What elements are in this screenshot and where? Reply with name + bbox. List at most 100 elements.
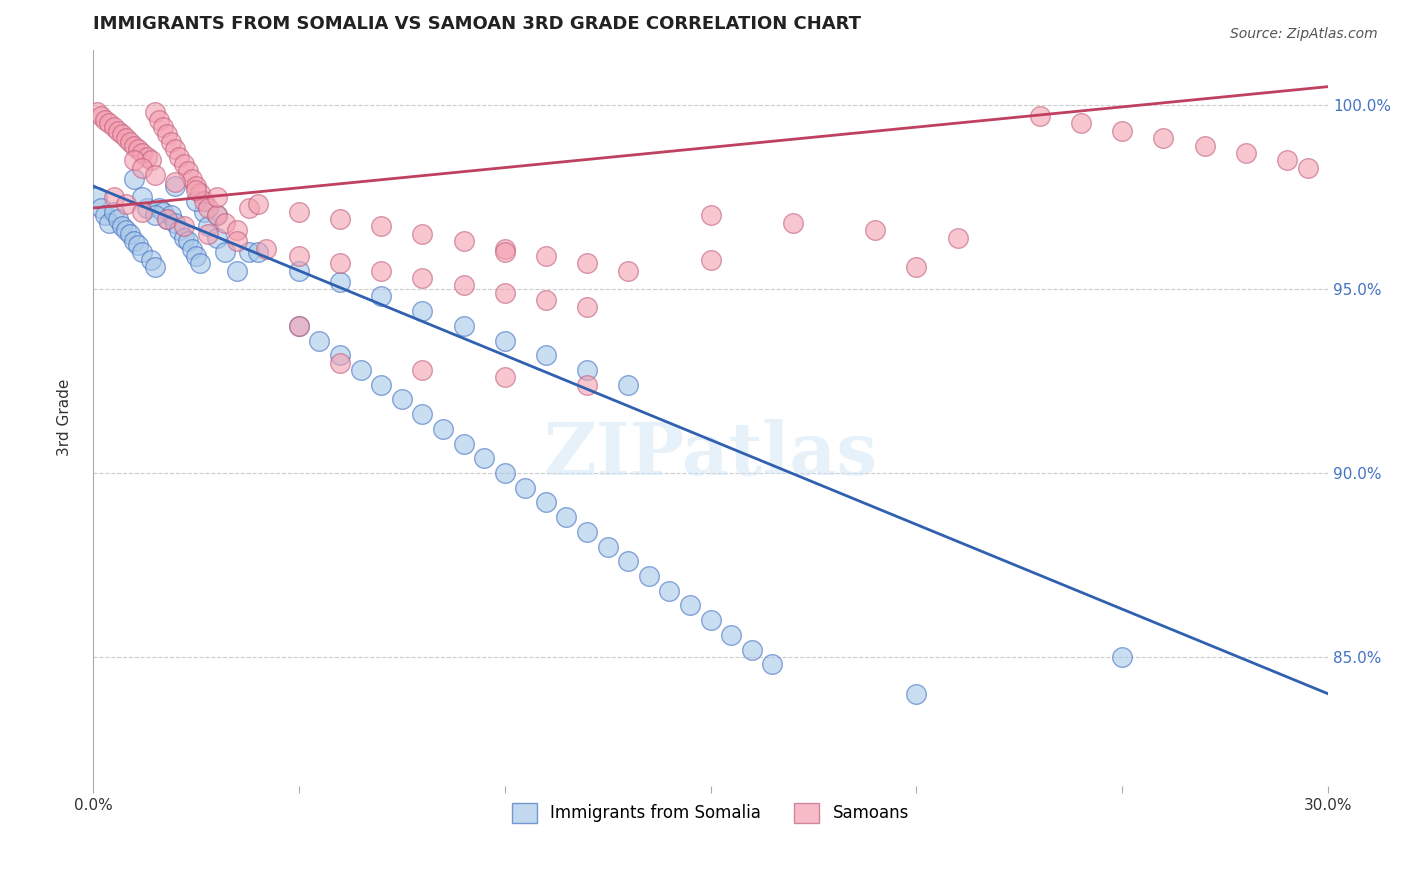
Point: [94, 209, 117, 223]
Point: [197, 201, 219, 215]
Point: [115, 197, 138, 211]
Point: [122, 153, 145, 168]
Point: [156, 212, 179, 227]
Point: [148, 201, 170, 215]
Point: [699, 252, 721, 267]
Point: [127, 238, 149, 252]
Point: [184, 194, 207, 208]
Point: [761, 657, 783, 672]
Point: [165, 142, 187, 156]
Point: [143, 260, 166, 274]
Point: [494, 370, 516, 384]
Point: [143, 168, 166, 182]
Point: [226, 234, 249, 248]
Point: [288, 318, 311, 333]
Point: [135, 201, 157, 215]
Point: [946, 230, 969, 244]
Point: [288, 263, 311, 277]
Point: [86, 105, 108, 120]
Point: [122, 171, 145, 186]
Point: [617, 554, 640, 568]
Point: [98, 116, 121, 130]
Point: [226, 223, 249, 237]
Point: [143, 105, 166, 120]
Point: [205, 209, 228, 223]
Point: [177, 164, 200, 178]
Point: [1296, 161, 1319, 175]
Point: [637, 569, 659, 583]
Point: [1111, 650, 1133, 665]
Point: [131, 190, 153, 204]
Point: [329, 348, 352, 362]
Point: [679, 599, 702, 613]
Point: [453, 318, 475, 333]
Point: [111, 128, 134, 142]
Point: [1070, 116, 1092, 130]
Point: [534, 348, 557, 362]
Point: [238, 201, 260, 215]
Point: [165, 175, 187, 189]
Y-axis label: 3rd Grade: 3rd Grade: [58, 379, 72, 457]
Point: [214, 245, 236, 260]
Point: [86, 190, 108, 204]
Point: [103, 190, 125, 204]
Point: [329, 256, 352, 270]
Point: [165, 216, 187, 230]
Point: [905, 260, 928, 274]
Point: [1029, 109, 1052, 123]
Point: [246, 245, 269, 260]
Point: [131, 145, 153, 160]
Point: [160, 135, 183, 149]
Point: [205, 209, 228, 223]
Point: [391, 392, 413, 407]
Point: [576, 363, 599, 377]
Point: [103, 120, 125, 134]
Point: [139, 153, 162, 168]
Point: [494, 334, 516, 348]
Point: [1111, 124, 1133, 138]
Point: [1152, 131, 1174, 145]
Point: [205, 230, 228, 244]
Point: [169, 223, 191, 237]
Point: [103, 204, 125, 219]
Point: [188, 186, 211, 201]
Point: [741, 642, 763, 657]
Point: [115, 131, 138, 145]
Point: [494, 285, 516, 300]
Point: [534, 249, 557, 263]
Point: [494, 242, 516, 256]
Point: [617, 263, 640, 277]
Point: [246, 197, 269, 211]
Point: [432, 422, 454, 436]
Point: [905, 687, 928, 701]
Point: [515, 481, 537, 495]
Point: [165, 179, 187, 194]
Point: [1275, 153, 1298, 168]
Point: [143, 209, 166, 223]
Point: [349, 363, 371, 377]
Point: [180, 171, 202, 186]
Point: [576, 256, 599, 270]
Point: [699, 613, 721, 627]
Point: [90, 201, 112, 215]
Point: [370, 377, 392, 392]
Point: [173, 219, 195, 234]
Point: [865, 223, 887, 237]
Point: [720, 628, 742, 642]
Point: [156, 128, 179, 142]
Point: [494, 466, 516, 480]
Point: [107, 212, 129, 227]
Point: [193, 194, 215, 208]
Point: [555, 510, 578, 524]
Text: ZIPatlas: ZIPatlas: [544, 419, 877, 490]
Point: [411, 407, 433, 421]
Point: [472, 451, 495, 466]
Point: [411, 363, 433, 377]
Point: [197, 227, 219, 241]
Point: [576, 377, 599, 392]
Point: [205, 190, 228, 204]
Point: [111, 219, 134, 234]
Point: [288, 318, 311, 333]
Point: [411, 271, 433, 285]
Point: [177, 234, 200, 248]
